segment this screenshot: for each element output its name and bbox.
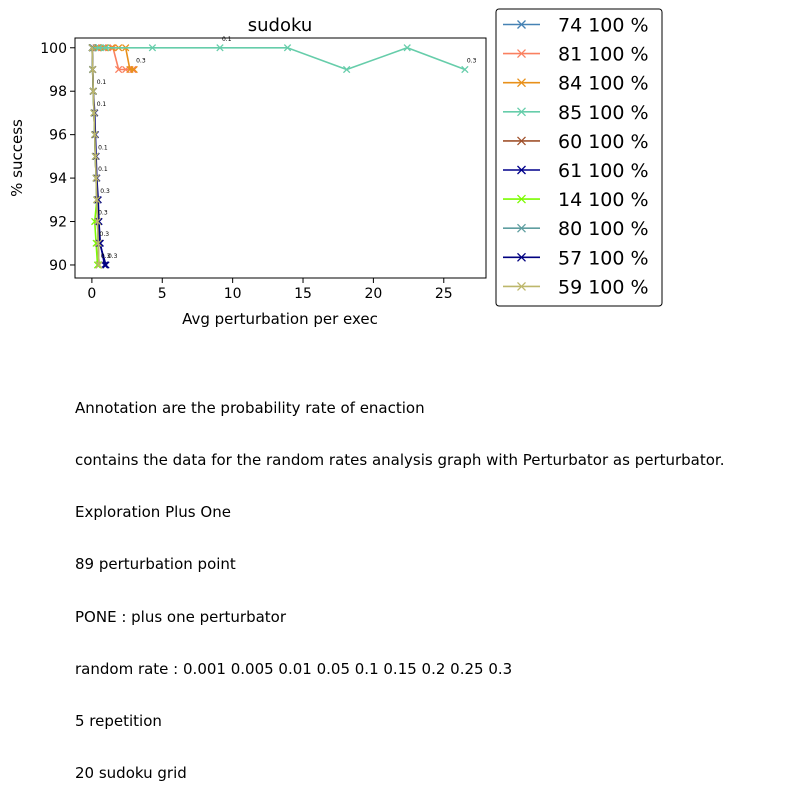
chart: sudoku Avg perturbation per exec % succe… [8, 8, 663, 328]
x-axis-label: Avg perturbation per exec [182, 310, 378, 328]
data-annotation: 0.3 [100, 188, 110, 195]
data-point [403, 44, 411, 52]
caption-line: random rate : 0.001 0.005 0.01 0.05 0.1 … [75, 659, 513, 678]
legend-label: 57 100 % [558, 247, 649, 269]
caption-line: 20 sudoku grid [75, 764, 187, 783]
legend-label: 80 100 % [558, 218, 649, 240]
x-tick-label: 15 [294, 286, 312, 302]
data-point [94, 239, 102, 247]
legend-marker [517, 194, 526, 204]
data-annotation: 0.1 [98, 166, 108, 173]
data-annotation: 0.1 [97, 79, 107, 86]
data-annotation: 0.1 [97, 101, 107, 108]
data-annotation: 0.3 [136, 57, 146, 64]
y-axis-label: % success [8, 119, 26, 197]
data-annotation: 0.1 [222, 36, 232, 43]
legend-marker [517, 165, 526, 175]
y-tick-label: 94 [49, 171, 67, 187]
data-annotation: 0.1 [98, 144, 108, 151]
caption-line: Exploration Plus One [75, 503, 231, 522]
y-tick-label: 92 [49, 215, 67, 231]
data-point [91, 130, 99, 139]
legend-marker [517, 49, 526, 59]
data-point [93, 217, 102, 226]
legend-marker [517, 78, 526, 88]
data-point [88, 44, 96, 52]
data-point [100, 261, 109, 269]
x-tick-label: 10 [224, 286, 242, 302]
y-tick-label: 96 [49, 128, 67, 144]
caption-line: contains the data for the random rates a… [75, 451, 725, 470]
data-point [114, 65, 123, 74]
series-line [92, 46, 466, 71]
data-annotation: 0.3 [98, 210, 108, 217]
legend-label: 61 100 % [558, 160, 649, 182]
legend-label: 59 100 % [558, 276, 649, 298]
data-point [102, 44, 110, 52]
legend-marker [517, 107, 526, 117]
legend-marker [517, 20, 526, 29]
legend: 74 100 % 81 100 % 84 100 % 85 100 % 60 100 %… [495, 8, 663, 307]
data-point [95, 261, 103, 269]
caption-line: Annotation are the probability rate of e… [75, 398, 425, 417]
caption: Annotation are the probability rate of e… [75, 365, 725, 800]
data-point [342, 65, 351, 74]
chart-title: sudoku [248, 15, 313, 36]
legend-marker [517, 281, 526, 291]
series-group [88, 44, 469, 269]
data-annotation: 0.3 [101, 253, 111, 260]
data-point [130, 65, 138, 74]
legend-marker [517, 252, 526, 262]
legend-label: 81 100 % [558, 44, 649, 66]
data-point [148, 44, 157, 52]
data-point [95, 44, 103, 52]
data-annotation: 0.3 [108, 253, 118, 260]
caption-line: 89 perturbation point [75, 555, 236, 574]
x-tick-label: 20 [364, 286, 382, 302]
data-point [89, 87, 97, 95]
legend-marker [517, 136, 526, 146]
data-point [92, 174, 100, 182]
legend-label: 60 100 % [558, 131, 649, 153]
data-point [216, 44, 224, 52]
data-annotation: 0.3 [467, 57, 477, 64]
data-point [91, 152, 100, 161]
y-tick-label: 100 [40, 41, 67, 57]
x-tick-label: 25 [435, 286, 453, 302]
data-point [283, 44, 292, 52]
legend-label: 85 100 % [558, 102, 649, 124]
caption-line: PONE : plus one perturbator [75, 607, 287, 626]
data-point [89, 65, 97, 74]
plot-frame [74, 37, 487, 279]
legend-marker [517, 223, 526, 233]
data-point [102, 261, 110, 269]
data-point [93, 196, 101, 204]
x-tick-label: 5 [158, 286, 167, 302]
legend-label: 14 100 % [558, 189, 649, 211]
data-point [461, 65, 469, 74]
y-tick-label: 98 [49, 84, 67, 100]
x-tick-label: 0 [87, 286, 96, 302]
legend-label: 84 100 % [558, 73, 649, 95]
data-point [90, 109, 98, 117]
legend-label: 74 100 % [558, 15, 649, 37]
plot-area: 0 5 10 15 20 2590929496981000.10.30.30.10.10.… [40, 36, 487, 302]
y-tick-label: 90 [49, 258, 67, 274]
caption-line: 5 repetition [75, 712, 162, 731]
data-annotation: 0.3 [100, 231, 110, 238]
